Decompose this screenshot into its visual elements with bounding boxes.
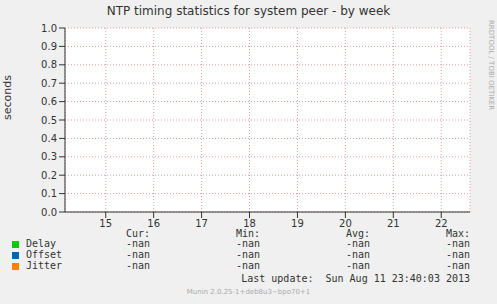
svg-text:1.0: 1.0	[41, 23, 57, 34]
html-text:Offset: Offset	[26, 249, 63, 260]
svg-text:0.0: 0.0	[41, 207, 57, 218]
html-text:-nan: -nan	[125, 238, 150, 249]
html-text:-nan: -nan	[345, 238, 370, 249]
svg-text:0.4: 0.4	[41, 133, 57, 144]
svg-text:seconds: seconds	[8, 75, 14, 120]
html-text:Cur:: Cur:	[125, 228, 150, 239]
svg-text:18: 18	[243, 218, 256, 229]
svg-text:0.2: 0.2	[41, 170, 57, 181]
html-text:Jitter: Jitter	[26, 260, 63, 271]
html-text:Delay: Delay	[26, 238, 57, 249]
html-text:-nan: -nan	[345, 249, 370, 260]
html-text:-nan: -nan	[235, 249, 260, 260]
html-text:-nan: -nan	[445, 249, 470, 260]
svg-text:19: 19	[291, 218, 304, 229]
svg-text:0.5: 0.5	[41, 115, 57, 126]
html-text:-nan: -nan	[445, 238, 470, 249]
svg-text:20: 20	[339, 218, 352, 229]
html-text:Max:: Max:	[445, 228, 470, 239]
svg-text:0.3: 0.3	[41, 151, 57, 162]
svg-text:21: 21	[387, 218, 400, 229]
svg-text:16: 16	[147, 218, 160, 229]
svg-text:0.7: 0.7	[41, 78, 57, 89]
html-text:Last update: Sun Aug 11 23:40:: Last update: Sun Aug 11 23:40:03 2013	[241, 273, 470, 284]
svg-text:15: 15	[99, 218, 112, 229]
html-text:Munin 2.0.25-1+deb8u3~bpo70+1: Munin 2.0.25-1+deb8u3~bpo70+1	[186, 288, 311, 296]
svg-text:0.6: 0.6	[41, 96, 57, 107]
svg-text:0.8: 0.8	[41, 59, 57, 70]
html-text:NTP timing statistics for syst: NTP timing statistics for system peer - …	[106, 4, 391, 18]
html-text:-nan: -nan	[125, 249, 150, 260]
html-text:RRDTOOL / TOBI OETIKER: RRDTOOL / TOBI OETIKER	[487, 20, 495, 111]
html-text:-nan: -nan	[445, 260, 470, 271]
html-text:-nan: -nan	[345, 260, 370, 271]
html-text:-nan: -nan	[125, 260, 150, 271]
html-text:Min:: Min:	[235, 228, 260, 239]
html-text:-nan: -nan	[235, 238, 260, 249]
html-text:Avg:: Avg:	[345, 228, 370, 239]
html-text:-nan: -nan	[235, 260, 260, 271]
svg-text:17: 17	[195, 218, 208, 229]
svg-text:22: 22	[435, 218, 448, 229]
svg-text:0.1: 0.1	[41, 188, 57, 199]
svg-text:0.9: 0.9	[41, 41, 57, 52]
